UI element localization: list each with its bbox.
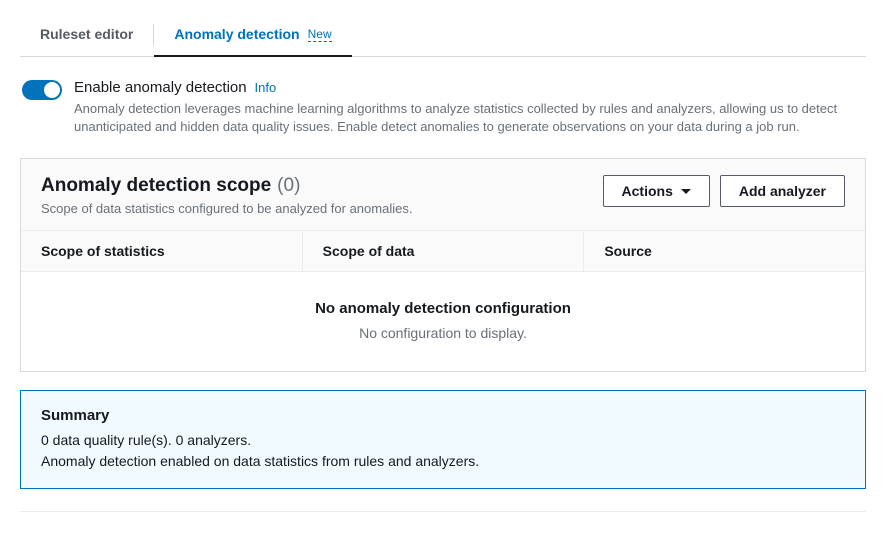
actions-button[interactable]: Actions	[603, 175, 710, 207]
panel-count: (0)	[277, 175, 300, 197]
bottom-divider	[20, 511, 866, 512]
column-scope-data: Scope of data	[303, 231, 585, 271]
button-label: Add analyzer	[739, 183, 826, 199]
tab-anomaly-detection[interactable]: Anomaly detection New	[154, 14, 351, 56]
tab-bar: Ruleset editor Anomaly detection New	[20, 14, 866, 57]
summary-line-1: 0 data quality rule(s). 0 analyzers.	[41, 430, 845, 451]
tab-ruleset-editor[interactable]: Ruleset editor	[20, 14, 153, 56]
enable-anomaly-toggle[interactable]	[22, 80, 62, 100]
toggle-description: Anomaly detection leverages machine lear…	[74, 100, 854, 136]
panel-subtitle: Scope of data statistics configured to b…	[41, 201, 412, 216]
column-source: Source	[584, 231, 865, 271]
panel-title: Anomaly detection scope	[41, 175, 271, 197]
toggle-label: Enable anomaly detection	[74, 79, 247, 96]
toggle-knob	[44, 82, 60, 98]
empty-title: No anomaly detection configuration	[41, 300, 845, 317]
table-header-row: Scope of statistics Scope of data Source	[21, 231, 865, 272]
panel-header: Anomaly detection scope (0) Scope of dat…	[21, 159, 865, 231]
info-link[interactable]: Info	[255, 80, 277, 95]
tab-label: Ruleset editor	[40, 26, 133, 42]
scope-panel: Anomaly detection scope (0) Scope of dat…	[20, 158, 866, 372]
add-analyzer-button[interactable]: Add analyzer	[720, 175, 845, 207]
caret-down-icon	[681, 189, 691, 194]
panel-header-text: Anomaly detection scope (0) Scope of dat…	[41, 175, 412, 216]
column-scope-statistics: Scope of statistics	[21, 231, 303, 271]
summary-title: Summary	[41, 407, 845, 424]
enable-anomaly-section: Enable anomaly detection Info Anomaly de…	[20, 79, 866, 136]
button-label: Actions	[622, 183, 673, 199]
tab-label: Anomaly detection	[174, 26, 299, 42]
summary-box: Summary 0 data quality rule(s). 0 analyz…	[20, 390, 866, 489]
panel-actions: Actions Add analyzer	[603, 175, 845, 207]
empty-state: No anomaly detection configuration No co…	[21, 272, 865, 371]
new-badge: New	[308, 27, 332, 42]
toggle-content: Enable anomaly detection Info Anomaly de…	[74, 79, 866, 136]
summary-line-2: Anomaly detection enabled on data statis…	[41, 451, 845, 472]
empty-subtitle: No configuration to display.	[41, 325, 845, 341]
